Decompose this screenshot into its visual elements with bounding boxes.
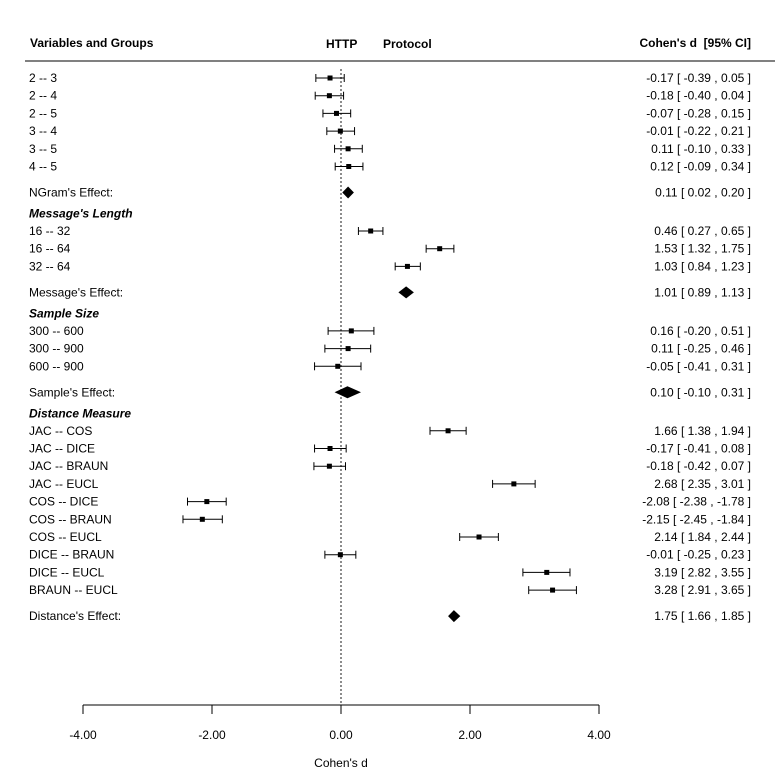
effect-point bbox=[327, 446, 333, 451]
ci-value-text: -0.05 [ -0.41 , 0.31 ] bbox=[646, 359, 751, 373]
forest-rows: 2 -- 3 -0.17 [ -0.39 , 0.05 ] 2 -- 4 -0.18 … bbox=[29, 71, 751, 623]
effect-point bbox=[445, 428, 451, 434]
effect-point bbox=[368, 228, 374, 234]
ci-value-text: 0.11 [ -0.25 , 0.46 ] bbox=[651, 342, 751, 356]
ci-value-text: -0.18 [ -0.42 , 0.07 ] bbox=[646, 459, 751, 473]
effect-point bbox=[476, 534, 482, 540]
summary-diamond bbox=[448, 610, 461, 623]
row-label: 16 -- 32 bbox=[29, 224, 71, 238]
x-tick-label: -4.00 bbox=[69, 728, 97, 742]
header-protocol: Protocol bbox=[383, 37, 432, 51]
group-heading: Message's Length bbox=[29, 207, 133, 221]
effect-point bbox=[327, 75, 333, 81]
ci-value-text: 0.12 [ -0.09 , 0.34 ] bbox=[650, 160, 751, 174]
ci-value-text: 3.28 [ 2.91 , 3.65 ] bbox=[654, 583, 751, 597]
ci-value-text: 1.03 [ 0.84 , 1.23 ] bbox=[654, 259, 751, 273]
row-label: 300 -- 900 bbox=[29, 342, 84, 356]
ci-value-text: -2.15 [ -2.45 , -1.84 ] bbox=[642, 512, 751, 526]
row-label: 2 -- 5 bbox=[29, 106, 57, 120]
ci-value-text: 0.11 [ -0.10 , 0.33 ] bbox=[651, 142, 751, 156]
effect-point bbox=[345, 346, 351, 352]
row-label: COS -- BRAUN bbox=[29, 512, 112, 526]
row-label: 3 -- 5 bbox=[29, 142, 57, 156]
row-label: 2 -- 4 bbox=[29, 89, 57, 103]
header-variables: Variables and Groups bbox=[30, 36, 154, 50]
effect-point bbox=[333, 110, 339, 116]
ci-value-text: 1.01 [ 0.89 , 1.13 ] bbox=[654, 285, 751, 299]
row-label: COS -- DICE bbox=[29, 495, 98, 509]
effect-point bbox=[204, 499, 210, 505]
summary-diamond bbox=[334, 386, 361, 399]
effect-point bbox=[437, 246, 443, 252]
effect-point bbox=[326, 463, 332, 469]
row-label: JAC -- DICE bbox=[29, 442, 95, 456]
ci-value-text: 3.19 [ 2.82 , 3.55 ] bbox=[654, 565, 751, 579]
effect-point bbox=[345, 146, 351, 152]
row-label: 3 -- 4 bbox=[29, 124, 57, 138]
ci-value-text: 0.10 [ -0.10 , 0.31 ] bbox=[650, 385, 751, 399]
ci-value-text: -0.17 [ -0.39 , 0.05 ] bbox=[646, 71, 751, 85]
ci-value-text: -0.17 [ -0.41 , 0.08 ] bbox=[646, 442, 751, 456]
ci-value-text: 1.66 [ 1.38 , 1.94 ] bbox=[654, 424, 751, 438]
ci-value-text: -2.08 [ -2.38 , -1.78 ] bbox=[642, 495, 751, 509]
summary-diamond bbox=[342, 186, 354, 199]
row-label: JAC -- EUCL bbox=[29, 477, 99, 491]
ci-value-text: 1.75 [ 1.66 , 1.85 ] bbox=[654, 609, 751, 623]
effect-point bbox=[544, 569, 550, 575]
row-label: COS -- EUCL bbox=[29, 530, 102, 544]
x-tick-label: 4.00 bbox=[587, 728, 611, 742]
ci-value-text: 2.68 [ 2.35 , 3.01 ] bbox=[654, 477, 751, 491]
x-axis-ticks: -4.00 -2.00 0.00 2.00 4.00 bbox=[69, 705, 611, 742]
effect-point bbox=[511, 481, 517, 487]
row-label: 600 -- 900 bbox=[29, 359, 84, 373]
ci-value-text: 2.14 [ 1.84 , 2.44 ] bbox=[654, 530, 751, 544]
summary-label: Sample's Effect: bbox=[29, 385, 115, 399]
group-heading: Sample Size bbox=[29, 306, 99, 320]
effect-point bbox=[550, 587, 556, 593]
ci-value-text: 0.16 [ -0.20 , 0.51 ] bbox=[650, 324, 751, 338]
row-label: 2 -- 3 bbox=[29, 71, 57, 85]
ci-value-text: 0.46 [ 0.27 , 0.65 ] bbox=[654, 224, 751, 238]
header-http: HTTP bbox=[326, 37, 357, 51]
ci-value-text: 1.53 [ 1.32 , 1.75 ] bbox=[654, 242, 751, 256]
effect-point bbox=[346, 164, 352, 169]
row-label: 32 -- 64 bbox=[29, 259, 71, 273]
effect-point bbox=[337, 552, 343, 558]
x-axis-label: Cohen's d bbox=[314, 756, 368, 770]
effect-point bbox=[199, 516, 205, 522]
effect-point bbox=[335, 363, 341, 369]
summary-diamond bbox=[398, 286, 414, 299]
row-label: BRAUN -- EUCL bbox=[29, 583, 118, 597]
row-label: DICE -- EUCL bbox=[29, 565, 105, 579]
effect-point bbox=[404, 263, 410, 269]
x-tick-label: 2.00 bbox=[458, 728, 482, 742]
ci-value-text: 0.11 [ 0.02 , 0.20 ] bbox=[655, 186, 751, 200]
effect-point bbox=[348, 328, 354, 334]
x-tick-label: 0.00 bbox=[329, 728, 353, 742]
row-label: 300 -- 600 bbox=[29, 324, 84, 338]
x-tick-label: -2.00 bbox=[198, 728, 226, 742]
group-heading: Distance Measure bbox=[29, 406, 131, 420]
ci-value-text: -0.18 [ -0.40 , 0.04 ] bbox=[646, 89, 751, 103]
summary-label: Distance's Effect: bbox=[29, 609, 121, 623]
summary-label: NGram's Effect: bbox=[29, 186, 113, 200]
header-cohens-d: Cohen's d [95% CI] bbox=[639, 36, 751, 50]
row-label: 16 -- 64 bbox=[29, 242, 71, 256]
row-label: JAC -- BRAUN bbox=[29, 459, 108, 473]
ci-value-text: -0.01 [ -0.22 , 0.21 ] bbox=[646, 124, 751, 138]
ci-value-text: -0.01 [ -0.25 , 0.23 ] bbox=[646, 548, 751, 562]
row-label: JAC -- COS bbox=[29, 424, 92, 438]
row-label: 4 -- 5 bbox=[29, 160, 57, 174]
row-label: DICE -- BRAUN bbox=[29, 548, 114, 562]
summary-label: Message's Effect: bbox=[29, 285, 123, 299]
effect-point bbox=[337, 128, 343, 134]
effect-point bbox=[326, 93, 332, 99]
ci-value-text: -0.07 [ -0.28 , 0.15 ] bbox=[646, 106, 751, 120]
